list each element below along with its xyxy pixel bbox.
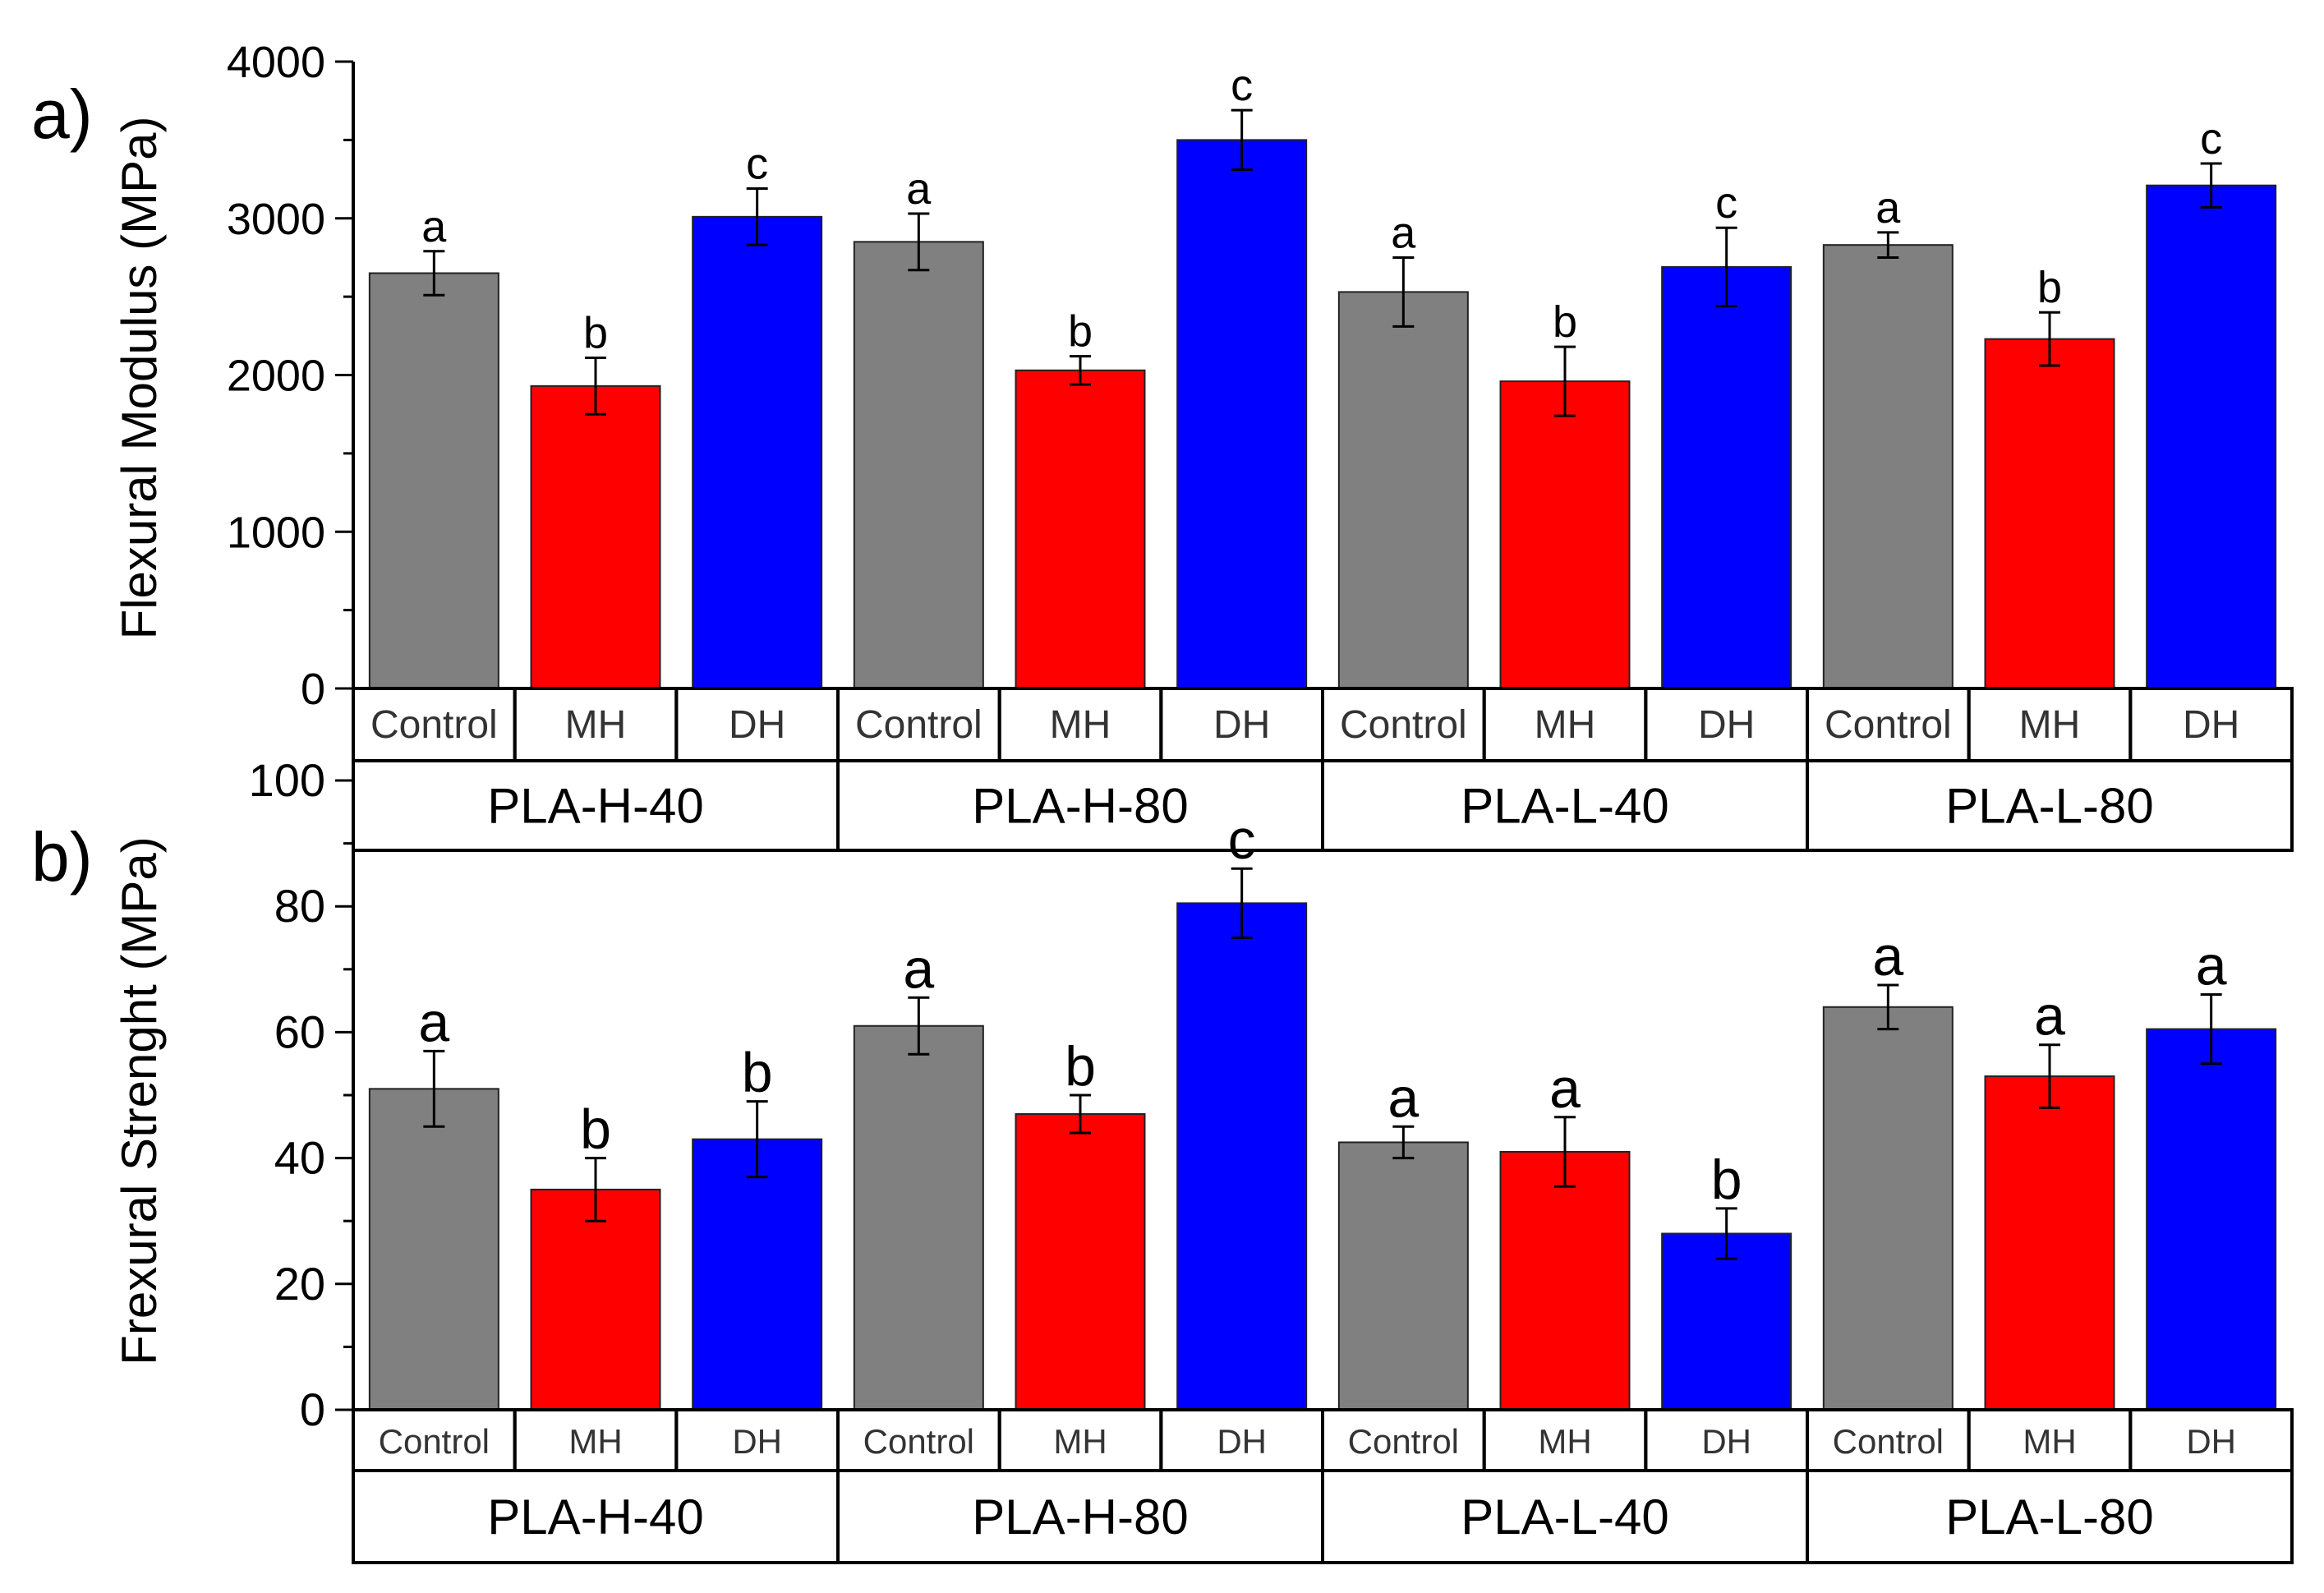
category-label: DH [1217, 1422, 1267, 1461]
category-label: MH [1535, 703, 1596, 747]
significance-letter: c [2200, 114, 2222, 163]
category-label: Control [863, 1422, 974, 1461]
bar-pla-l-80-dh [2146, 1028, 2277, 1411]
category-label: DH [2183, 703, 2239, 747]
significance-letter: c [1228, 808, 1256, 871]
group-cell [1806, 1469, 2294, 1564]
bar-pla-h-80-control [853, 1024, 984, 1411]
group-label: PLA-L-40 [1461, 1489, 1668, 1545]
group-label: PLA-H-80 [972, 1489, 1188, 1545]
panel-letter: a) [31, 76, 93, 153]
category-label: MH [565, 703, 627, 747]
category-label: DH [732, 1422, 782, 1461]
y-tick-label: 2000 [227, 352, 325, 401]
significance-letter: a [418, 991, 449, 1053]
panel-letter: b) [31, 818, 93, 895]
group-label: PLA-L-80 [1945, 1489, 2153, 1545]
y-tick-label: 1000 [227, 508, 325, 557]
group-label: PLA-L-80 [1945, 779, 2153, 834]
group-label: PLA-L-40 [1461, 779, 1668, 834]
category-label: Control [379, 1422, 490, 1461]
group-label: PLA-H-80 [972, 779, 1188, 834]
y-tick-label: 80 [274, 880, 325, 932]
category-label: Control [1833, 1422, 1944, 1461]
bar-pla-h-80-dh [1176, 902, 1308, 1411]
significance-letter: b [742, 1042, 773, 1104]
category-label: DH [1701, 1422, 1751, 1461]
bar-pla-h-40-dh [692, 215, 823, 689]
category-label: DH [729, 703, 785, 747]
significance-letter: a [906, 164, 932, 214]
significance-letter: b [2037, 263, 2062, 312]
category-label: MH [1050, 703, 1111, 747]
bar-pla-l-40-mh [1499, 380, 1631, 689]
significance-letter: a [2034, 985, 2065, 1047]
y-axis-label: Flexural Modulus (MPa) [112, 117, 167, 640]
category-label: Control [1348, 1422, 1459, 1461]
significance-letter: a [1387, 1066, 1419, 1129]
bar-pla-l-40-dh [1661, 265, 1792, 689]
bar-pla-l-80-mh [1984, 1075, 2115, 1411]
significance-letter: a [1872, 925, 1903, 988]
significance-letter: a [1875, 183, 1901, 233]
significance-letter: a [421, 202, 447, 251]
bar-pla-h-40-mh [530, 384, 661, 689]
significance-letter: b [580, 1098, 611, 1161]
y-tick-label: 0 [301, 665, 325, 714]
group-label: PLA-H-40 [487, 779, 703, 834]
bar-pla-l-80-dh [2146, 184, 2277, 689]
bar-pla-l-80-mh [1984, 338, 2115, 689]
y-tick-label: 20 [274, 1258, 325, 1310]
significance-letter: c [1715, 178, 1737, 228]
y-tick-label: 100 [249, 754, 325, 806]
category-label: DH [1213, 703, 1270, 747]
category-label: MH [2023, 1422, 2076, 1461]
group-label: PLA-H-40 [487, 1489, 703, 1545]
y-tick-label: 60 [274, 1006, 325, 1057]
significance-letter: b [583, 309, 608, 358]
y-tick-label: 40 [274, 1132, 325, 1184]
bar-pla-l-40-dh [1661, 1232, 1792, 1411]
bar-pla-l-40-control [1337, 291, 1469, 689]
significance-letter: b [1068, 307, 1093, 357]
bar-pla-h-80-control [853, 241, 984, 689]
category-label: DH [1698, 703, 1755, 747]
y-tick-label: 4000 [227, 38, 325, 87]
category-label: MH [1538, 1422, 1591, 1461]
significance-letter: c [1231, 61, 1253, 110]
group-cell [1806, 759, 2294, 852]
y-axis-label: Frexural Strenght (MPa) [112, 836, 167, 1365]
significance-letter: a [1549, 1057, 1581, 1120]
category-label: Control [855, 703, 983, 747]
bar-pla-h-80-mh [1015, 369, 1146, 689]
significance-letter: b [1711, 1149, 1742, 1211]
significance-letter: b [1553, 297, 1577, 347]
bar-pla-l-40-mh [1499, 1150, 1631, 1411]
y-tick-label: 3000 [227, 195, 325, 244]
category-label: DH [2186, 1422, 2236, 1461]
significance-letter: a [1391, 208, 1416, 257]
category-label: Control [1825, 703, 1952, 747]
bar-pla-h-40-mh [530, 1188, 661, 1411]
bar-pla-h-40-dh [692, 1138, 823, 1411]
significance-letter: a [903, 937, 934, 1000]
bar-pla-h-40-control [368, 272, 499, 689]
y-tick-label: 0 [300, 1384, 325, 1435]
category-label: MH [1053, 1422, 1107, 1461]
bar-pla-l-80-control [1822, 244, 1954, 689]
bar-pla-l-40-control [1337, 1141, 1469, 1411]
bar-pla-h-80-dh [1176, 139, 1308, 689]
bar-pla-h-40-control [368, 1088, 499, 1411]
category-label: Control [1340, 703, 1467, 747]
category-label: Control [370, 703, 498, 747]
category-label: MH [568, 1422, 622, 1461]
bar-pla-l-80-control [1822, 1006, 1954, 1411]
category-label: MH [2019, 703, 2081, 747]
significance-letter: b [1065, 1035, 1096, 1098]
significance-letter: a [2196, 934, 2227, 997]
bar-pla-h-80-mh [1015, 1112, 1146, 1411]
significance-letter: c [746, 140, 768, 189]
